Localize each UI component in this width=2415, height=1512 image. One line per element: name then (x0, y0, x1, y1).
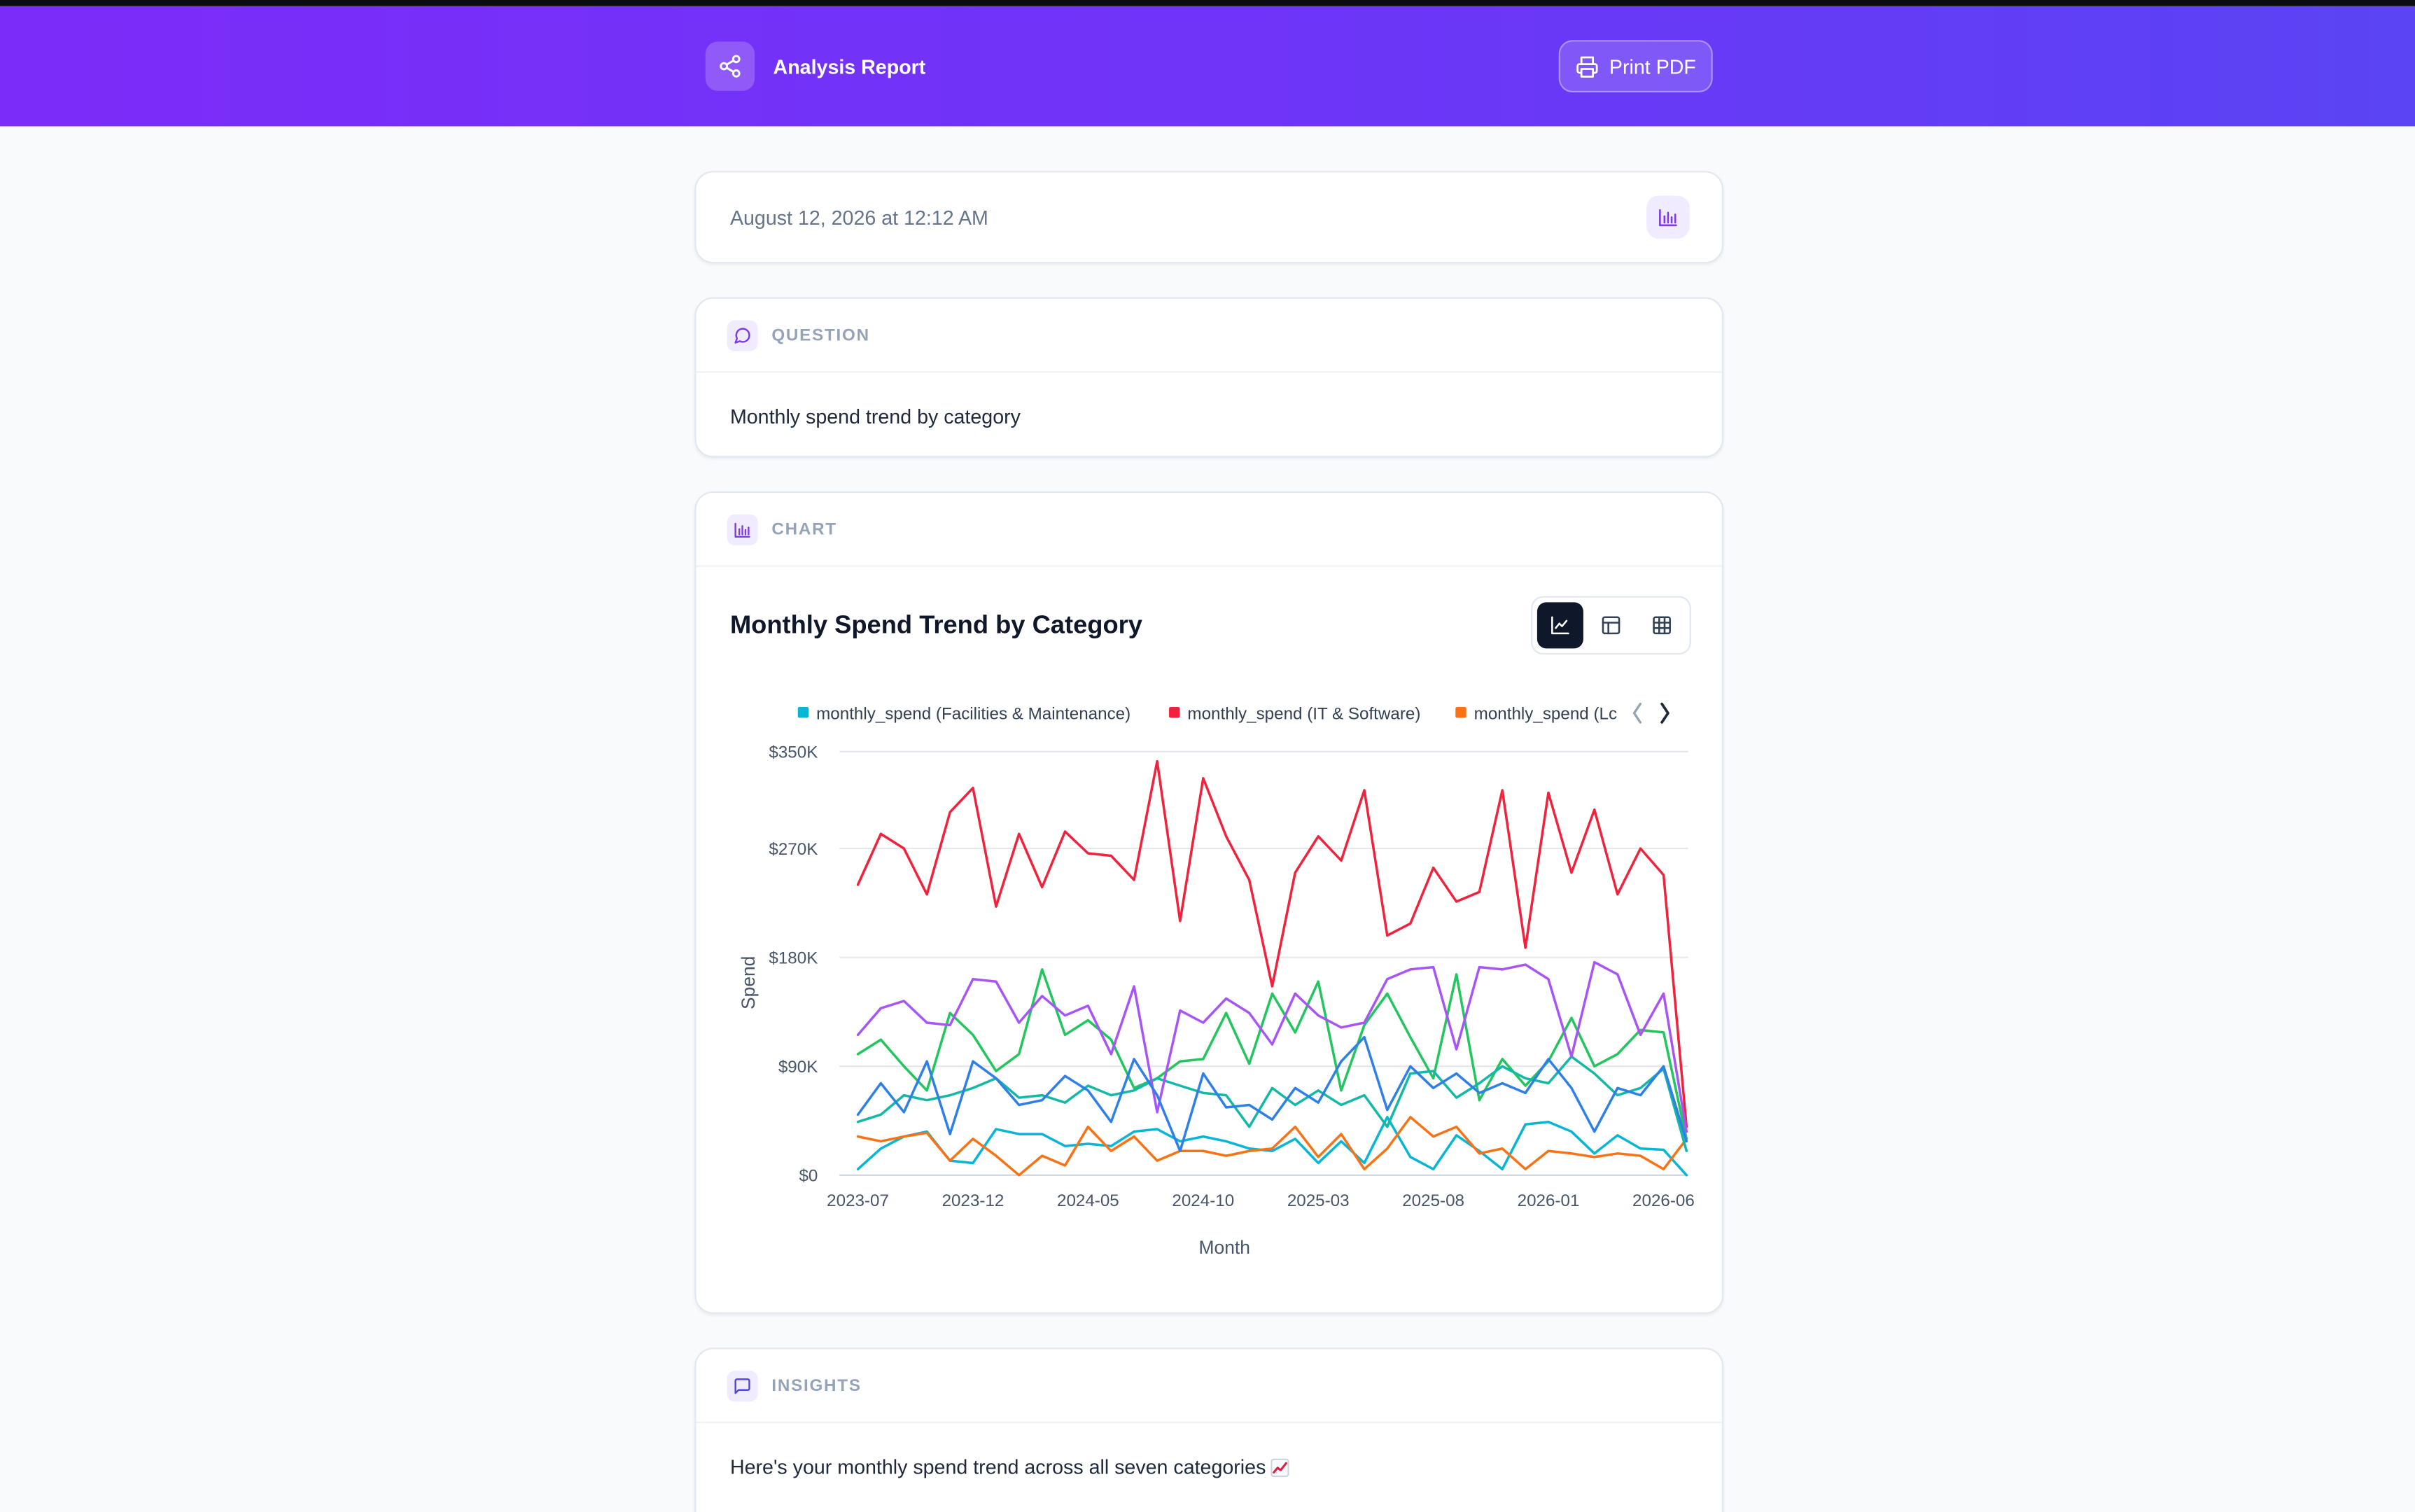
data-table-view-button[interactable] (1639, 602, 1685, 648)
line-chart: $0 $90K $180K $270K $350K 2023-07 2023-12 2024-… (738, 702, 1695, 1258)
line-chart-view-button[interactable] (1536, 602, 1583, 649)
chart-title: Monthly Spend Trend by Category (729, 611, 1142, 640)
bar-chart-icon (727, 513, 758, 545)
question-card: QUESTION Monthly spend trend by category (694, 297, 1724, 458)
table-grid-icon (1653, 616, 1671, 635)
pivot-table-icon (1602, 616, 1620, 635)
insights-label: INSIGHTS (771, 1376, 862, 1395)
y-axis-title: Spend (738, 956, 759, 1009)
question-text: Monthly spend trend by category (729, 405, 1021, 428)
legend-item: monthly_spend (Lc (1474, 705, 1617, 724)
series-line (856, 1035, 1688, 1153)
x-tick-label: 2023-12 (942, 1191, 1004, 1210)
insights-text-content: Here's your monthly spend trend across a… (729, 1455, 1266, 1479)
question-header: QUESTION (696, 299, 1722, 373)
insights-card: INSIGHTS Here's your monthly spend trend… (694, 1348, 1724, 1512)
x-tick-label: 2024-10 (1172, 1191, 1234, 1210)
series-line (856, 960, 1688, 1133)
legend-item: monthly_spend (IT & Software) (1187, 705, 1420, 724)
legend-swatch (1169, 706, 1180, 718)
y-tick-label: $90K (778, 1058, 818, 1077)
x-tick-label: 2024-05 (1057, 1191, 1119, 1210)
x-tick-label: 2026-01 (1518, 1191, 1580, 1210)
series-line (856, 1116, 1688, 1177)
page-title: Analysis Report (773, 55, 926, 78)
message-circle-icon (727, 319, 758, 351)
brand: Analysis Report (705, 40, 926, 92)
legend-swatch (797, 706, 809, 718)
print-pdf-button[interactable]: Print PDF (1558, 40, 1713, 93)
chart-card: CHART Monthly Spend Trend by Category $0… (694, 491, 1724, 1314)
chart-legend: monthly_spend (Facilities & Maintenance)… (797, 705, 1617, 724)
y-tick-label: $180K (769, 948, 818, 967)
insights-text: Here's your monthly spend trend across a… (730, 1455, 1289, 1481)
printer-icon (1576, 55, 1598, 77)
series-line (856, 1116, 1688, 1177)
question-label: QUESTION (771, 326, 870, 344)
x-tick-label: 2026-06 (1632, 1191, 1695, 1210)
y-tick-label: $350K (769, 743, 818, 762)
legend-swatch (1455, 706, 1466, 718)
insights-header: INSIGHTS (696, 1349, 1722, 1424)
series-line (856, 760, 1688, 1128)
bar-chart-icon[interactable] (1646, 195, 1690, 239)
line-chart-icon (1551, 616, 1569, 635)
series-line (856, 968, 1688, 1140)
legend-next-icon[interactable] (1660, 702, 1670, 724)
report-timestamp: August 12, 2026 at 12:12 AM (729, 206, 988, 230)
view-mode-toggle (1531, 596, 1691, 655)
message-square-icon (727, 1370, 758, 1401)
top-bar: Analysis Report Print PDF (0, 0, 2415, 127)
y-tick-label: $0 (799, 1167, 818, 1186)
chart-label: CHART (771, 519, 837, 539)
x-tick-label: 2025-08 (1402, 1191, 1464, 1210)
share-icon[interactable] (705, 41, 755, 91)
report-meta-card: August 12, 2026 at 12:12 AM (694, 171, 1724, 264)
y-tick-label: $270K (769, 840, 818, 859)
x-axis-title: Month (1199, 1237, 1250, 1258)
x-tick-label: 2025-03 (1287, 1191, 1350, 1210)
x-tick-label: 2023-07 (827, 1191, 889, 1210)
pivot-table-view-button[interactable] (1588, 602, 1634, 648)
legend-prev-icon[interactable] (1632, 702, 1642, 724)
chart-increasing-icon (1270, 1458, 1289, 1482)
chart-header: CHART (696, 493, 1722, 567)
print-pdf-label: Print PDF (1609, 55, 1696, 78)
legend-item: monthly_spend (Facilities & Maintenance) (816, 705, 1130, 724)
series-line (856, 1055, 1688, 1153)
